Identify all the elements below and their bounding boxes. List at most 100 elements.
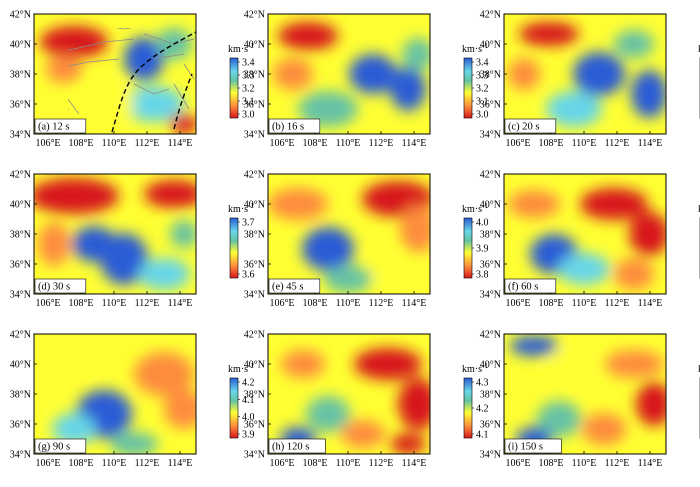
lat-tick-label: 36°N	[10, 260, 31, 271]
colorbar-tick-label: 4.2	[242, 378, 255, 389]
colorbar-unit: km·s-1	[228, 202, 254, 215]
colorbar-tick-label: 3.3	[242, 71, 255, 82]
velocity-anomaly	[164, 389, 196, 429]
velocity-field	[268, 334, 430, 454]
lat-tick-label: 40°N	[10, 40, 31, 51]
velocity-anomaly	[46, 55, 82, 83]
colorbar-tick-label: 3.4	[476, 58, 489, 69]
velocity-anomaly	[400, 205, 430, 253]
velocity-anomaly	[138, 258, 190, 290]
panel-label-box	[504, 118, 557, 134]
fault-line	[183, 63, 195, 80]
colorbar-unit: km·s-1	[462, 362, 488, 375]
colorbar-tick-label: 3.0	[242, 110, 255, 121]
lat-tick-label: 38°N	[244, 230, 265, 241]
lat-tick-label: 38°N	[480, 70, 501, 81]
velocity-anomaly	[38, 222, 70, 266]
block-boundary	[111, 31, 197, 133]
velocity-anomaly	[341, 420, 385, 448]
lat-tick-label: 42°N	[10, 170, 31, 181]
lat-tick-label: 36°N	[10, 420, 31, 431]
lon-tick-label: 106°E	[269, 458, 294, 469]
colorbar-tick-label: 4.1	[242, 395, 255, 406]
lat-tick-label: 38°N	[480, 230, 501, 241]
lon-tick-label: 114°E	[402, 458, 427, 469]
velocity-anomaly	[546, 91, 602, 127]
lat-tick-label: 34°N	[244, 290, 265, 301]
fault-line	[133, 83, 170, 95]
panel-label-text: (d) 30 s	[38, 282, 70, 293]
panel-label-text: (g) 90 s	[38, 442, 70, 453]
lon-tick-label: 110°E	[336, 138, 361, 149]
lon-tick-label: 110°E	[336, 298, 361, 309]
colorbar-unit: km·s-1	[228, 362, 254, 375]
velocity-anomaly	[306, 396, 350, 432]
lat-tick-label: 40°N	[480, 200, 501, 211]
colorbar-unit: km·s-1	[698, 362, 700, 375]
panel-label-text: (a) 12 s	[38, 122, 70, 133]
velocity-anomaly	[390, 67, 426, 111]
panel-label-box	[268, 278, 321, 294]
fault-line	[68, 58, 120, 67]
velocity-anomaly	[402, 38, 430, 70]
velocity-anomaly	[636, 382, 666, 426]
colorbar-unit: km·s-1	[462, 42, 488, 55]
lat-tick-label: 38°N	[10, 390, 31, 401]
colorbar-tick-label: 3.1	[476, 97, 489, 108]
fault-line	[68, 98, 80, 115]
velocity-anomaly	[548, 350, 600, 378]
velocity-anomaly	[273, 58, 313, 90]
panel-label: (g) 90 s	[34, 438, 87, 454]
velocity-anomaly	[631, 70, 666, 118]
lon-tick-label: 108°E	[68, 298, 93, 309]
lat-tick-label: 36°N	[480, 420, 501, 431]
lat-tick-label: 42°N	[480, 170, 501, 181]
lon-tick-label: 110°E	[102, 298, 127, 309]
lat-tick-label: 40°N	[10, 200, 31, 211]
lon-tick-label: 114°E	[168, 138, 193, 149]
velocity-field	[34, 14, 196, 134]
panel-label: (f) 60 s	[504, 278, 557, 294]
lon-tick-label: 110°E	[102, 138, 127, 149]
colorbar-tick-label: 4.0	[242, 412, 255, 423]
velocity-anomaly	[48, 342, 100, 370]
velocity-anomaly	[604, 350, 664, 378]
velocity-anomaly	[72, 226, 116, 262]
colorbar-tick-label: 4.0	[476, 218, 489, 229]
lon-tick-label: 110°E	[572, 458, 597, 469]
lat-tick-label: 38°N	[244, 390, 265, 401]
lat-tick-label: 34°N	[244, 130, 265, 141]
colorbar-tick-label: 3.9	[242, 430, 255, 441]
velocity-field	[34, 334, 196, 454]
lon-tick-label: 110°E	[102, 458, 127, 469]
lon-tick-label: 114°E	[402, 298, 427, 309]
colorbar-unit: km·s-1	[698, 42, 700, 55]
colorbar	[463, 377, 473, 439]
velocity-field	[504, 334, 666, 454]
velocity-anomaly	[74, 84, 134, 124]
velocity-anomaly	[508, 58, 540, 90]
velocity-anomaly	[52, 413, 96, 445]
fault-line	[68, 38, 135, 51]
colorbar	[229, 377, 239, 439]
lon-tick-label: 108°E	[538, 298, 563, 309]
lat-tick-label: 40°N	[244, 360, 265, 371]
lon-tick-label: 106°E	[505, 298, 530, 309]
panel-label-box	[504, 438, 562, 454]
panel-label-box	[34, 438, 87, 454]
velocity-anomaly	[34, 178, 119, 214]
velocity-anomaly	[390, 434, 426, 454]
lat-tick-label: 42°N	[480, 330, 501, 341]
velocity-anomaly	[629, 212, 666, 256]
lon-tick-label: 112°E	[369, 298, 394, 309]
velocity-anomaly	[134, 352, 194, 396]
lon-tick-label: 106°E	[505, 138, 530, 149]
colorbar-tick-label: 3.8	[476, 270, 489, 281]
velocity-anomaly	[510, 336, 558, 356]
lat-tick-label: 40°N	[480, 40, 501, 51]
panel-label: (d) 30 s	[34, 278, 87, 294]
lat-tick-label: 36°N	[10, 100, 31, 111]
colorbar-tick-label: 4.3	[476, 378, 489, 389]
lon-tick-label: 106°E	[269, 138, 294, 149]
panel-label-text: (i) 150 s	[508, 442, 543, 453]
